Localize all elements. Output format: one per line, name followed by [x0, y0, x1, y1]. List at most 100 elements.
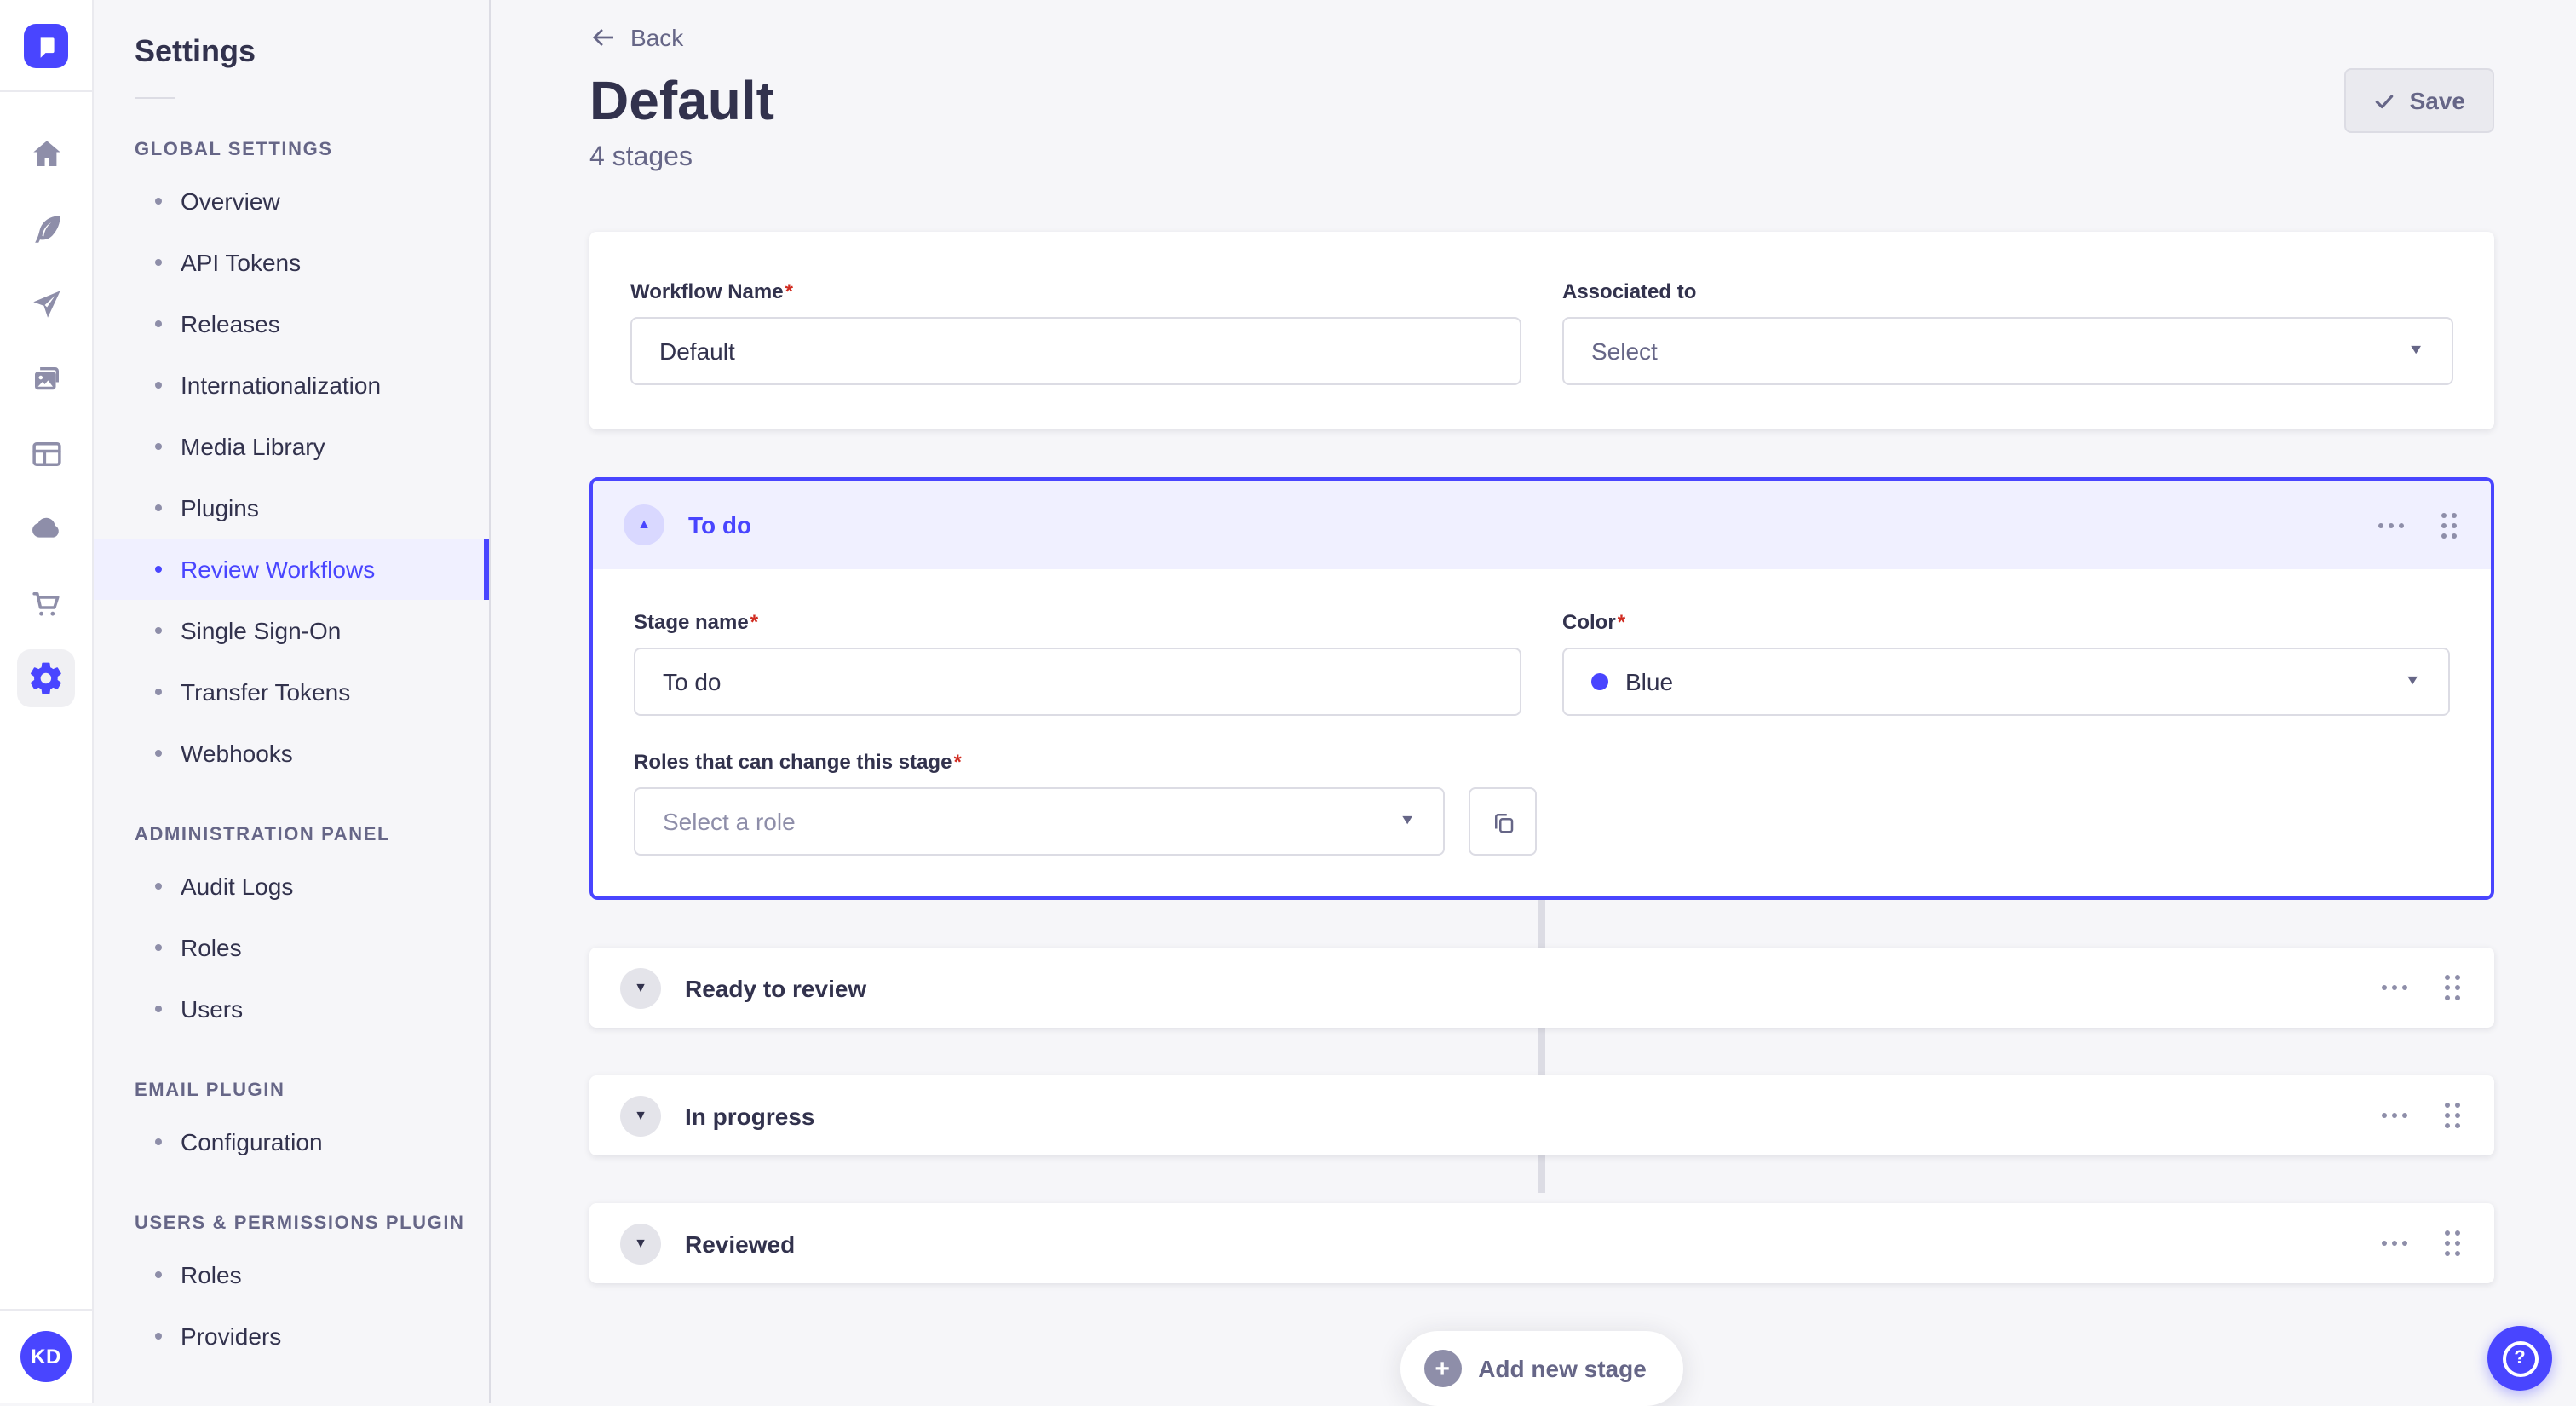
save-button[interactable]: Save — [2344, 68, 2494, 133]
bullet-icon — [155, 1333, 162, 1340]
chevron-down-icon: ▼ — [2407, 343, 2424, 358]
section-administration-panel: ADMINISTRATION PANEL Audit Logs Roles Us… — [94, 825, 489, 1040]
sidebar-item-media-library[interactable]: Media Library — [94, 416, 489, 477]
bullet-icon — [155, 750, 162, 757]
sidebar-title: Settings — [135, 34, 256, 68]
add-new-stage-button[interactable]: + Add new stage — [1400, 1331, 1684, 1406]
stage-actions — [2382, 1230, 2464, 1256]
sidebar-item-single-sign-on[interactable]: Single Sign-On — [94, 600, 489, 661]
more-options-icon[interactable] — [2382, 978, 2407, 997]
more-options-icon[interactable] — [2382, 1106, 2407, 1125]
check-icon — [2376, 94, 2394, 108]
content-type-builder-layout-icon[interactable] — [17, 424, 75, 482]
bullet-icon — [155, 566, 162, 573]
sidebar-item-overview[interactable]: Overview — [94, 170, 489, 232]
sidebar-item-providers[interactable]: Providers — [94, 1305, 489, 1367]
sidebar-title-divider — [135, 97, 175, 99]
color-value: Blue — [1625, 668, 1674, 695]
rail-nav — [17, 116, 75, 716]
stages-list: ▲ To do Stage name * — [589, 477, 2494, 1406]
sidebar-item-up-roles[interactable]: Roles — [94, 1244, 489, 1305]
drag-handle-icon[interactable] — [2445, 1103, 2460, 1128]
more-options-icon[interactable] — [2378, 516, 2404, 534]
sidebar-item-audit-logs[interactable]: Audit Logs — [94, 856, 489, 917]
home-icon[interactable] — [17, 124, 75, 182]
settings-sidebar: Settings GLOBAL SETTINGS Overview API To… — [94, 0, 491, 1403]
section-label: EMAIL PLUGIN — [135, 1080, 285, 1101]
sidebar-item-admin-roles[interactable]: Roles — [94, 917, 489, 978]
bullet-icon — [155, 382, 162, 389]
stage-editor-body: Stage name* Color* Blue ▼ — [593, 569, 2491, 896]
stage-panel-to-do: ▲ To do Stage name * — [589, 477, 2494, 900]
stage-panel-reviewed: ▼ Reviewed — [589, 1203, 2494, 1283]
back-arrow-icon — [592, 29, 613, 46]
section-label: ADMINISTRATION PANEL — [135, 825, 391, 845]
section-label: USERS & PERMISSIONS PLUGIN — [135, 1213, 465, 1234]
expand-toggle-button[interactable]: ▼ — [620, 1095, 661, 1136]
sidebar-item-internationalization[interactable]: Internationalization — [94, 354, 489, 416]
triangle-down-icon: ▼ — [634, 979, 647, 994]
workflow-name-label: Workflow Name * — [630, 279, 793, 303]
stage-panel-ready-to-review: ▼ Ready to review — [589, 948, 2494, 1028]
select-placeholder: Select a role — [663, 808, 796, 835]
stage-name-input[interactable] — [634, 648, 1521, 716]
stage-actions — [2382, 975, 2464, 1000]
stage-actions — [2382, 1103, 2464, 1128]
back-link[interactable]: Back — [589, 24, 683, 51]
sidebar-item-webhooks[interactable]: Webhooks — [94, 723, 489, 784]
drag-handle-icon[interactable] — [2441, 512, 2457, 538]
stage-panel-in-progress: ▼ In progress — [589, 1075, 2494, 1155]
sidebar-item-configuration[interactable]: Configuration — [94, 1111, 489, 1173]
question-mark-icon: ? — [2502, 1340, 2538, 1376]
workflow-name-field: Workflow Name * — [630, 276, 1521, 385]
stage-title: In progress — [685, 1102, 815, 1129]
content-manager-feather-icon[interactable] — [17, 199, 75, 257]
workflow-name-input[interactable] — [630, 317, 1521, 385]
drag-handle-icon[interactable] — [2445, 1230, 2460, 1256]
sidebar-item-transfer-tokens[interactable]: Transfer Tokens — [94, 661, 489, 723]
bullet-icon — [155, 627, 162, 634]
expand-toggle-button[interactable]: ▼ — [620, 967, 661, 1008]
stage-color-select[interactable]: Blue ▼ — [1562, 648, 2450, 716]
bullet-icon — [155, 883, 162, 890]
user-avatar[interactable]: KD — [20, 1331, 72, 1382]
media-library-image-icon[interactable] — [17, 349, 75, 407]
plus-icon: + — [1423, 1350, 1462, 1387]
sidebar-item-api-tokens[interactable]: API Tokens — [94, 232, 489, 293]
save-label: Save — [2409, 87, 2465, 114]
marketplace-cart-icon[interactable] — [17, 574, 75, 632]
section-label: GLOBAL SETTINGS — [135, 140, 333, 160]
section-global-settings: GLOBAL SETTINGS Overview API Tokens Rele… — [94, 140, 489, 784]
strapi-logo[interactable] — [24, 24, 68, 68]
back-label: Back — [630, 24, 684, 51]
more-options-icon[interactable] — [2382, 1234, 2407, 1253]
drag-handle-icon[interactable] — [2445, 975, 2460, 1000]
settings-gear-icon[interactable] — [17, 649, 75, 707]
associated-to-select[interactable]: Select ▼ — [1562, 317, 2453, 385]
collapse-toggle-button[interactable]: ▲ — [624, 504, 664, 545]
duplicate-stage-button[interactable] — [1469, 787, 1537, 856]
bullet-icon — [155, 504, 162, 511]
stage-roles-select[interactable]: Select a role ▼ — [634, 787, 1445, 856]
rail-footer: KD — [0, 1309, 92, 1403]
required-asterisk: * — [750, 610, 759, 634]
stage-header-to-do: ▲ To do — [593, 481, 2491, 569]
chevron-down-icon: ▼ — [2404, 673, 2421, 689]
chevron-down-icon: ▼ — [1399, 813, 1416, 828]
send-paper-plane-icon[interactable] — [17, 274, 75, 332]
icon-rail: KD — [0, 0, 94, 1403]
title-row: Default Save — [589, 68, 2494, 133]
cloud-icon[interactable] — [17, 499, 75, 557]
sidebar-item-review-workflows[interactable]: Review Workflows — [94, 539, 489, 600]
sidebar-item-users[interactable]: Users — [94, 978, 489, 1040]
help-button[interactable]: ? — [2487, 1326, 2552, 1391]
sidebar-item-plugins[interactable]: Plugins — [94, 477, 489, 539]
stage-color-field: Color * Blue ▼ — [1562, 607, 2450, 716]
bullet-icon — [155, 198, 162, 205]
expand-toggle-button[interactable]: ▼ — [620, 1223, 661, 1264]
sidebar-item-releases[interactable]: Releases — [94, 293, 489, 354]
stage-color-label: Color * — [1562, 610, 1626, 634]
bullet-icon — [155, 259, 162, 266]
rail-divider — [0, 90, 93, 92]
